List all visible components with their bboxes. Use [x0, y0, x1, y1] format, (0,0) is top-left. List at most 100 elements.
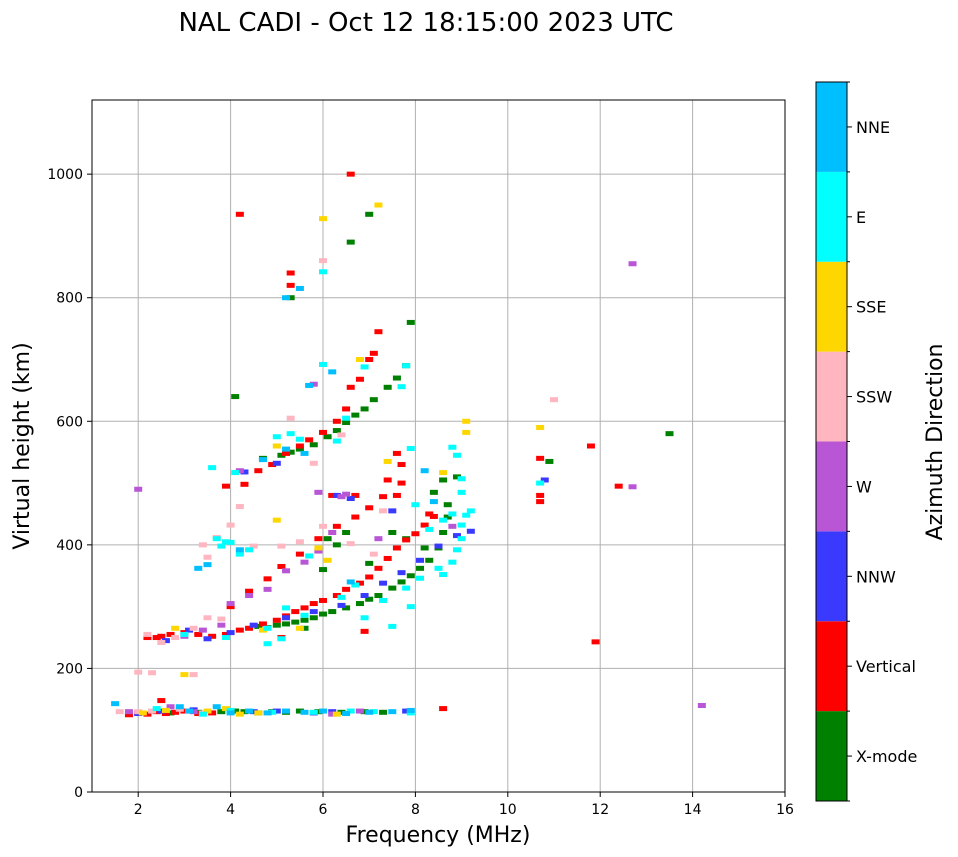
data-point-e [245, 547, 254, 553]
data-point-sse [355, 357, 364, 362]
plot-area: 2 4 6 8 10 12 14 16 0 200 400 600 800 1000 [47, 99, 794, 818]
data-point-vertical [346, 384, 355, 390]
data-point-nne [420, 468, 429, 474]
data-point-x-mode [217, 709, 226, 715]
colorbar-label: X-mode [856, 747, 917, 766]
colorbar-label: NNE [856, 118, 890, 137]
data-point-sse [221, 706, 230, 712]
data-point-nne [346, 579, 355, 585]
data-point-ssw [148, 670, 157, 676]
x-tick-label: 6 [319, 802, 328, 818]
y-tick-label: 600 [56, 414, 83, 430]
data-point-e [217, 543, 226, 549]
x-tick-label: 4 [226, 802, 235, 818]
data-point-e [406, 604, 415, 610]
colorbar: X-mode Vertical NNW W SSW SSE E NNE [815, 81, 917, 802]
data-point-ssw [249, 543, 258, 549]
data-point-vertical [332, 418, 341, 424]
data-point-vertical [379, 494, 388, 500]
data-point-sse [138, 710, 147, 716]
data-point-ssw [319, 523, 327, 529]
data-point-sse [161, 707, 170, 713]
data-point-sse [332, 711, 341, 717]
data-point-x-mode [443, 514, 452, 520]
data-point-vertical [152, 709, 161, 715]
data-point-x-mode [254, 623, 263, 629]
data-point-e [180, 631, 189, 637]
data-point-vertical [420, 522, 429, 528]
data-point-vertical [351, 514, 360, 520]
data-point-ssw [203, 554, 212, 560]
y-tick-label: 1000 [47, 167, 83, 183]
data-point-w [226, 601, 235, 607]
data-point-ssw [189, 672, 198, 678]
data-point-nne [300, 450, 309, 456]
data-point-x-mode [346, 239, 355, 245]
data-point-nnw [203, 636, 212, 642]
data-point-ssw [379, 508, 388, 514]
colorbar-swatch [816, 351, 847, 442]
data-point-sse [462, 418, 471, 424]
data-point-nne [245, 708, 254, 714]
data-point-x-mode [360, 406, 369, 412]
data-point-e [360, 364, 369, 370]
data-point-e [448, 559, 457, 565]
data-point-x-mode [282, 621, 291, 627]
data-point-w [355, 708, 364, 714]
data-point-ssw [337, 432, 346, 438]
data-point-e [448, 444, 457, 450]
data-point-vertical [240, 481, 249, 487]
data-point-ssw [309, 460, 318, 466]
data-point-w [342, 491, 351, 497]
data-point-w [189, 709, 198, 715]
data-point-sse [258, 627, 267, 633]
data-point-x-mode [397, 579, 406, 585]
data-point-nne [300, 709, 309, 715]
data-point-ssw [157, 639, 166, 645]
data-point-vertical [180, 708, 189, 714]
data-point-x-mode [231, 708, 240, 714]
x-axis-ticks: 2 4 6 8 10 12 14 16 [134, 792, 794, 818]
data-point-ssw [277, 543, 286, 549]
data-point-x-mode [323, 434, 332, 440]
data-point-vertical [369, 350, 378, 356]
data-point-e [277, 636, 286, 642]
data-point-x-mode [240, 709, 249, 715]
data-point-ssw [286, 415, 295, 421]
data-point-sse [254, 710, 263, 716]
data-point-ssw [203, 615, 212, 621]
y-tick-label: 0 [74, 785, 83, 801]
data-point-e [457, 536, 466, 542]
data-point-ssw [369, 551, 378, 557]
data-point-ssw [217, 616, 226, 622]
data-point-nne [305, 382, 314, 388]
data-point-x-mode [337, 709, 346, 715]
x-axis-label: Frequency (MHz) [346, 823, 531, 848]
data-point-vertical [332, 593, 341, 599]
y-tick-label: 800 [56, 291, 83, 307]
plot-border [91, 99, 786, 793]
data-point-nnw [240, 469, 249, 475]
data-point-nne [388, 709, 397, 715]
data-point-e [221, 635, 230, 641]
data-point-e [434, 565, 443, 571]
data-point-vertical [392, 450, 401, 456]
data-point-w [300, 559, 309, 565]
data-point-vertical [291, 609, 300, 615]
data-point-w [314, 548, 323, 554]
data-point-x-mode [429, 489, 438, 495]
data-point-nnw [402, 708, 411, 714]
data-point-nnw [379, 580, 388, 586]
data-point-x-mode [369, 397, 378, 403]
data-point-nne [406, 707, 415, 713]
data-point-e [208, 465, 217, 471]
data-point-e [425, 526, 434, 532]
data-point-vertical [286, 270, 295, 276]
colorbar-swatch [816, 82, 847, 172]
x-tick-label: 16 [776, 802, 794, 818]
data-point-x-mode [545, 458, 554, 464]
data-point-ssw [171, 635, 180, 641]
data-point-nne [185, 708, 194, 714]
data-point-x-mode [665, 431, 674, 437]
